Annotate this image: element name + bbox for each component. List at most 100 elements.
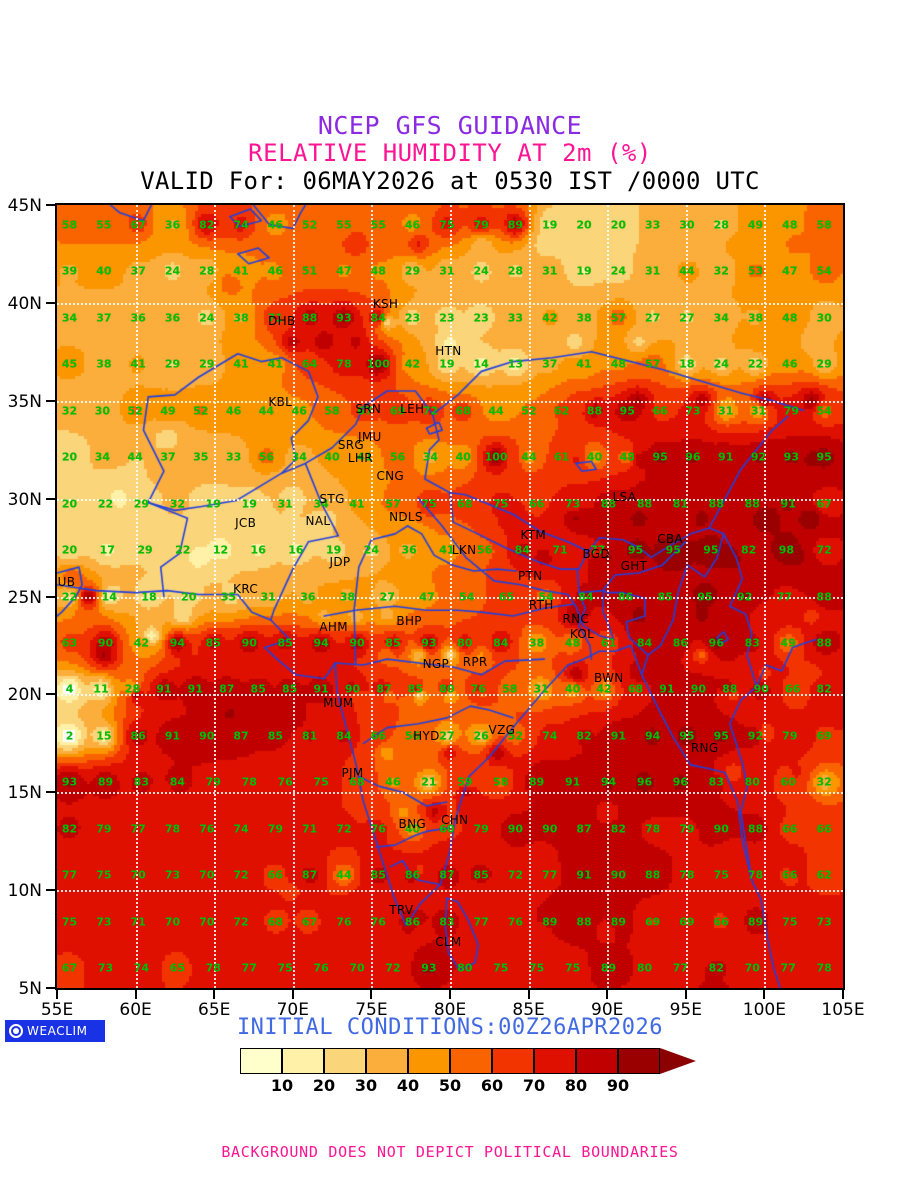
grid-value: 86: [672, 636, 689, 650]
grid-value: 95: [679, 729, 695, 743]
grid-value: 90: [97, 636, 114, 650]
colorbar-cell: [492, 1048, 534, 1074]
grid-value: 69: [679, 915, 695, 929]
grid-value: 49: [160, 404, 176, 418]
grid-value: 66: [267, 868, 284, 882]
grid-value: 88: [636, 497, 653, 511]
grid-value: 66: [782, 868, 798, 882]
grid-value: 81: [672, 497, 689, 511]
colorbar-cell: [240, 1048, 282, 1074]
grid-value: 93: [61, 775, 78, 789]
grid-value: 70: [349, 961, 365, 975]
grid-value: 69: [389, 404, 406, 418]
grid-value: 46: [291, 404, 307, 418]
grid-value: 72: [233, 915, 249, 929]
x-axis-label: 100E: [742, 1000, 786, 1020]
city-label-rng: RNG: [690, 741, 719, 755]
grid-value: 75: [61, 915, 78, 929]
grid-value: 89: [600, 961, 617, 975]
grid-value: 93: [421, 961, 437, 975]
grid-value: 77: [542, 868, 558, 882]
x-tick: [606, 990, 609, 999]
grid-value: 58: [493, 775, 509, 789]
grid-value: 86: [617, 590, 634, 603]
grid-value: 31: [750, 404, 767, 418]
grid-value: 79: [473, 218, 489, 232]
grid-value: 87: [376, 682, 392, 696]
grid-value: 44: [488, 404, 504, 418]
grid-value: 91: [610, 729, 626, 743]
grid-value: 54: [816, 404, 832, 418]
grid-value: 46: [267, 218, 284, 232]
grid-value: 87: [439, 868, 455, 882]
x-tick: [527, 990, 530, 999]
grid-value: 76: [507, 915, 524, 929]
grid-value: 52: [302, 218, 318, 232]
x-tick: [134, 990, 137, 999]
grid-value: 91: [576, 868, 592, 882]
grid-value: 52: [127, 404, 143, 418]
grid-value: 88: [747, 822, 764, 836]
grid-value: 78: [747, 868, 764, 882]
colorbar-tick-label: 70: [522, 1076, 546, 1095]
grid-value: 46: [404, 218, 421, 232]
grid-value: 58: [61, 218, 78, 232]
grid-value: 88: [816, 590, 832, 603]
title-valid-time: VALID For: 06MAY2026 at 0530 IST /0000 U…: [140, 167, 760, 195]
grid-value: 72: [385, 961, 401, 975]
grid-value: 88: [722, 682, 738, 696]
city-label-srn: SRN: [355, 402, 382, 417]
grid-value: 41: [576, 357, 592, 371]
x-axis-label: 90E: [591, 1000, 624, 1020]
grid-value: 100: [366, 357, 390, 371]
grid-value: 24: [473, 264, 489, 278]
grid-value: 48: [619, 450, 635, 464]
grid-value: 61: [554, 450, 570, 464]
grid-value: 34: [61, 311, 78, 325]
grid-value: 68: [455, 404, 471, 418]
grid-value: 30: [94, 404, 111, 418]
grid-value: 46: [267, 264, 284, 278]
grid-value: 75: [564, 961, 581, 975]
grid-value: 79: [473, 822, 489, 836]
grid-value: 72: [507, 868, 524, 882]
grid-value: 88: [708, 497, 724, 511]
chart-header: NCEP GFS GUIDANCE RELATIVE HUMIDITY AT 2…: [0, 112, 900, 196]
grid-value: 42: [542, 311, 558, 325]
grid-value: 91: [313, 682, 329, 696]
grid-value: 85: [407, 682, 424, 696]
x-tick: [291, 990, 294, 999]
grid-value: 90: [713, 822, 729, 836]
grid-value: 85: [657, 590, 673, 603]
grid-value: 71: [130, 915, 146, 929]
grid-value: 51: [302, 264, 318, 278]
colorbar-cell: [534, 1048, 576, 1074]
x-tick: [370, 990, 373, 999]
colorbar-cell: [282, 1048, 324, 1074]
city-label-ght: GHT: [620, 558, 648, 573]
grid-value: 93: [336, 311, 352, 325]
grid-value: 67: [130, 218, 146, 232]
grid-value: 68: [349, 775, 365, 789]
city-label-htn: HTN: [435, 343, 462, 358]
grid-value: 77: [130, 822, 146, 836]
grid-value: 84: [370, 311, 386, 325]
grid-value: 96: [708, 636, 724, 650]
grid-value: 65: [169, 961, 186, 975]
city-label-rth: RTH: [528, 598, 554, 613]
y-tick: [46, 693, 55, 696]
grid-value: 88: [644, 868, 661, 882]
grid-value: 32: [816, 775, 832, 789]
colorbar-tick-label: 30: [354, 1076, 378, 1095]
grid-value: 86: [130, 729, 146, 743]
grid-value: 38: [576, 311, 592, 325]
grid-value: 33: [644, 218, 661, 232]
grid-value: 56: [389, 450, 406, 464]
grid-value: 76: [277, 775, 293, 789]
city-label-bgd: BGD: [582, 547, 610, 562]
grid-value: 91: [164, 729, 181, 743]
grid-value: 28: [124, 682, 141, 696]
grid-value: 88: [600, 497, 617, 511]
grid-value: 31: [439, 264, 455, 278]
grid-value: 24: [164, 264, 181, 278]
